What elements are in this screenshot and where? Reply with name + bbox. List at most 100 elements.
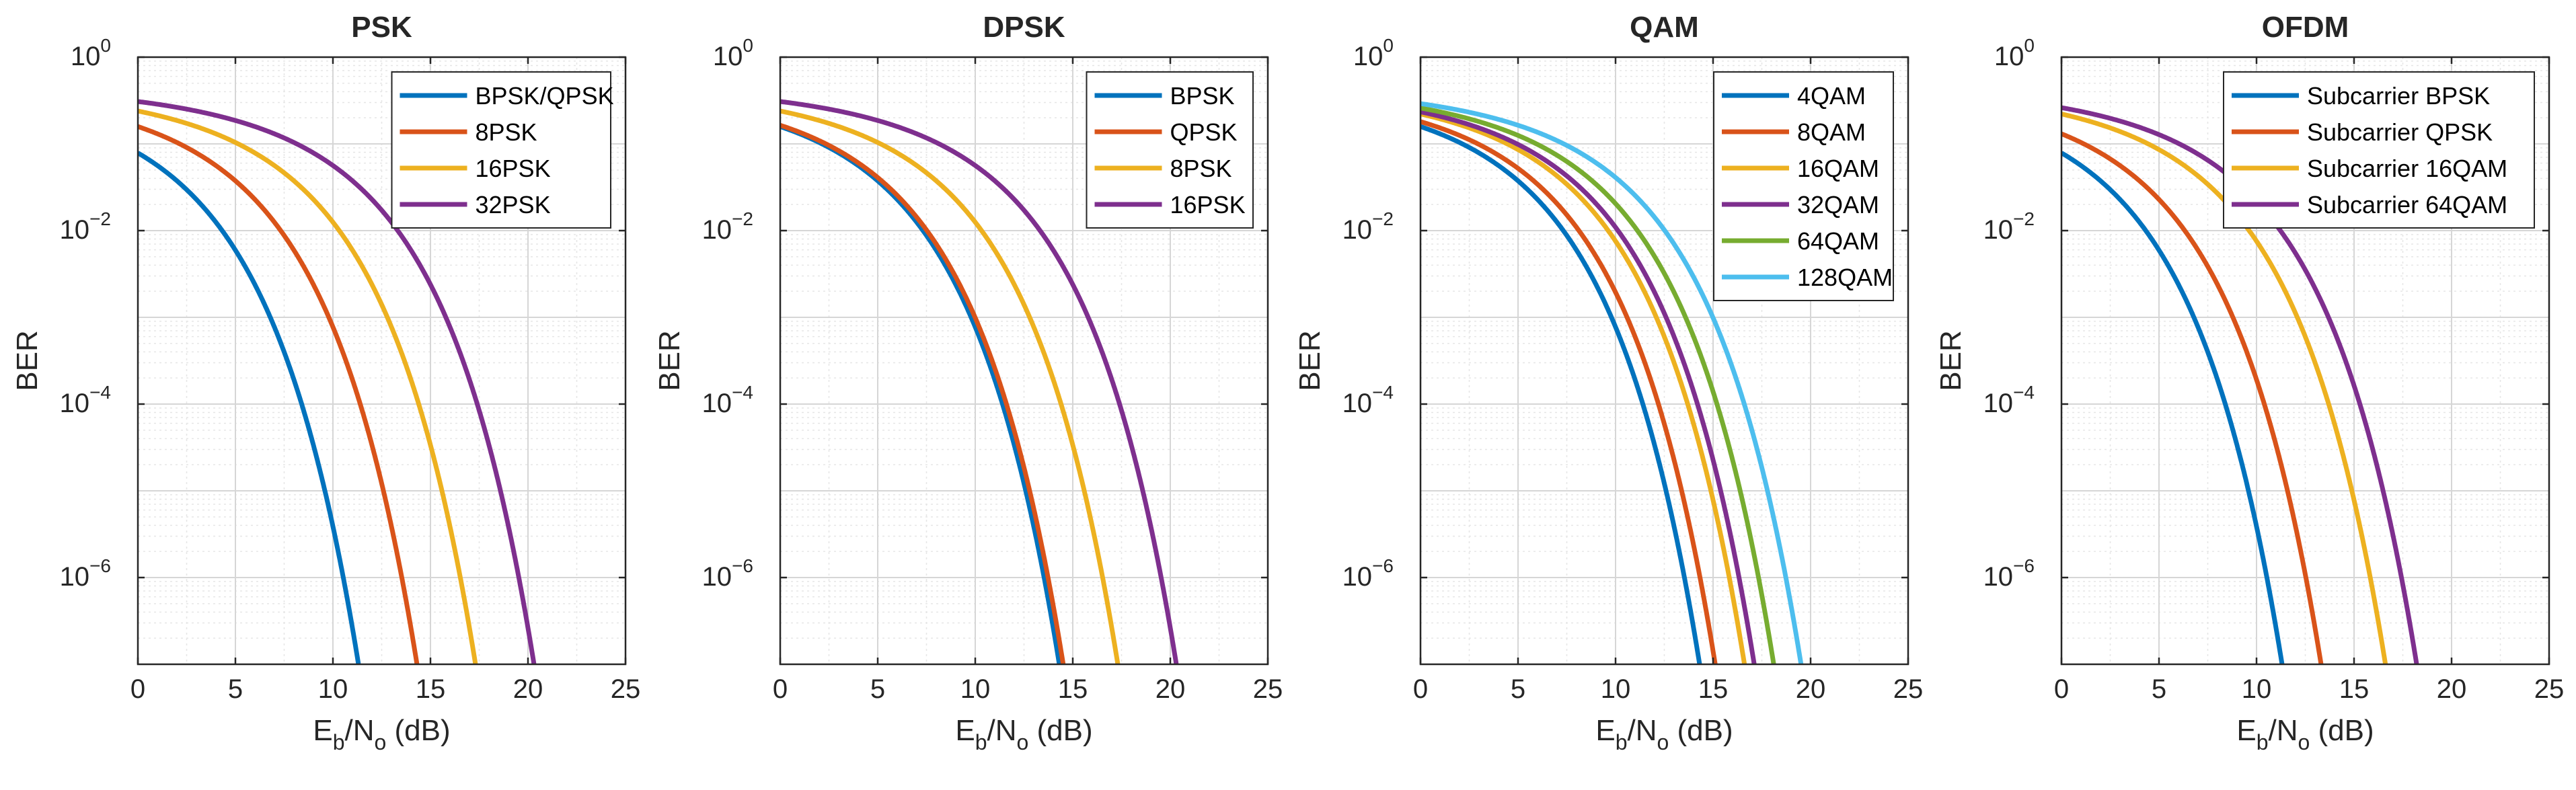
x-axis-label: Eb/No (dB) [1595,714,1733,754]
x-tick-label: 20 [1796,674,1826,704]
plot-box [1419,56,1909,666]
chart-title: PSK [351,11,412,44]
y-tick-label: 10−2 [1342,208,1394,245]
legend-item: 8PSK [476,118,537,146]
y-tick-label: 100 [71,35,111,71]
x-tick-label: 10 [2242,674,2272,704]
legend-item: 16QAM [1797,155,1879,182]
y-tick-label: 100 [1353,35,1394,71]
x-tick-label: 25 [2534,674,2565,704]
x-axis-label: Eb/No (dB) [955,714,1092,754]
x-axis-label: Eb/No (dB) [2236,714,2374,754]
x-tick-label: 20 [2437,674,2467,704]
series-line-32qam [1420,109,1757,664]
series-line-16psk [780,99,1179,664]
x-tick-label: 5 [1511,674,1525,704]
y-tick-label: 100 [1994,35,2035,71]
series-line-8qam [1420,119,1718,664]
series-line-subcarrier-qpsk [2061,131,2324,664]
x-tick-label: 0 [2054,674,2069,704]
y-tick-label: 10−6 [1342,555,1394,592]
y-tick-label: 10−4 [702,382,753,418]
series-line-128qam [1420,101,1804,664]
x-tick-label: 5 [870,674,885,704]
x-tick-label: 20 [513,674,543,704]
x-tick-label: 25 [611,674,641,704]
legend-box [1713,71,1894,301]
legend-item: QPSK [1170,118,1238,146]
series-line-8psk [138,124,420,664]
x-axis-label: Eb/No (dB) [313,714,450,754]
y-axis-label: BER [1934,330,1967,391]
y-tick-label: 10−4 [1342,382,1394,418]
x-tick-label: 15 [1698,674,1729,704]
legend-box [2223,71,2535,229]
chart-title: QAM [1630,11,1699,44]
series-line-4qam [1420,124,1702,664]
x-tick-label: 0 [773,674,788,704]
legend-box [1086,71,1254,229]
y-axis-label: BER [653,330,686,391]
x-tick-label: 5 [228,674,243,704]
x-tick-label: 0 [130,674,145,704]
plot-box [779,56,1269,666]
chart-title: DPSK [983,11,1065,44]
series-line-qpsk [780,122,1066,664]
plot-box [137,56,627,666]
legend-item: Subcarrier QPSK [2307,118,2493,146]
legend: 4QAM 8QAM 16QAM 32QAM 64QAM 128QAM [1713,71,1894,301]
legend-item: Subcarrier 16QAM [2307,155,2507,182]
y-tick-label: 10−6 [60,555,111,592]
series-line-8psk [780,108,1121,664]
legend-item: Subcarrier BPSK [2307,82,2490,110]
legend: BPSK QPSK 8PSK 16PSK [1086,71,1254,229]
legend-item: 8QAM [1797,118,1866,146]
legend-item: 128QAM [1797,264,1893,291]
x-tick-label: 15 [1058,674,1088,704]
x-tick-label: 25 [1253,674,1283,704]
x-tick-label: 10 [960,674,991,704]
y-tick-label: 10−2 [60,208,111,245]
series-line-64qam [1420,106,1776,664]
y-tick-label: 10−4 [1983,382,2035,418]
series-line-bpsk-qpsk [138,151,361,664]
y-axis-label: BER [11,330,44,391]
y-tick-label: 10−2 [1983,208,2035,245]
legend-item: Subcarrier 64QAM [2307,191,2507,219]
y-axis-label: BER [1293,330,1326,391]
series-line-subcarrier-bpsk [2061,151,2285,664]
legend-item: 16PSK [1170,191,1246,219]
legend-item: 8PSK [1170,155,1232,182]
x-tick-label: 10 [1601,674,1631,704]
x-tick-label: 5 [2152,674,2166,704]
series-line-16psk [138,108,478,664]
legend-item: 4QAM [1797,82,1866,110]
y-tick-label: 10−6 [702,555,753,592]
chart-panel-ofdm: 0 5 10 15 20 25 10−6 10−4 10−2 100 OFDM BER Eb/No (d… [1934,11,2564,754]
y-tick-label: 10−6 [1983,555,2035,592]
legend-item: BPSK/QPSK [476,82,614,110]
series-line-16qam [1420,112,1747,664]
x-tick-label: 25 [1893,674,1924,704]
legend-box [391,71,611,229]
legend-item: 32PSK [476,191,551,219]
x-tick-label: 0 [1413,674,1428,704]
x-tick-label: 10 [318,674,348,704]
legend-item: 16PSK [476,155,551,182]
y-tick-label: 10−4 [60,382,111,418]
y-tick-label: 10−2 [702,208,753,245]
x-tick-label: 15 [416,674,446,704]
chart-title: OFDM [2262,11,2349,44]
chart-panel-dpsk: 0 5 10 15 20 25 10−6 10−4 10−2 100 DPSK BER Eb/No (d… [653,11,1283,754]
series-line-32psk [138,99,537,664]
legend: BPSK/QPSK 8PSK 16PSK 32PSK [391,71,614,229]
plot-box [2060,56,2550,666]
chart-panel-psk: 0 5 10 15 20 25 10−6 10−4 10−2 100 PSK BER Eb/No (dB… [11,11,640,754]
x-tick-label: 15 [2339,674,2370,704]
legend-item: 32QAM [1797,191,1879,219]
legend-item: BPSK [1170,82,1235,110]
chart-panel-qam: 0 5 10 15 20 25 10−6 10−4 10−2 100 QAM BER Eb/No (dB… [1293,11,1923,754]
x-tick-label: 20 [1156,674,1186,704]
y-tick-label: 100 [713,35,753,71]
